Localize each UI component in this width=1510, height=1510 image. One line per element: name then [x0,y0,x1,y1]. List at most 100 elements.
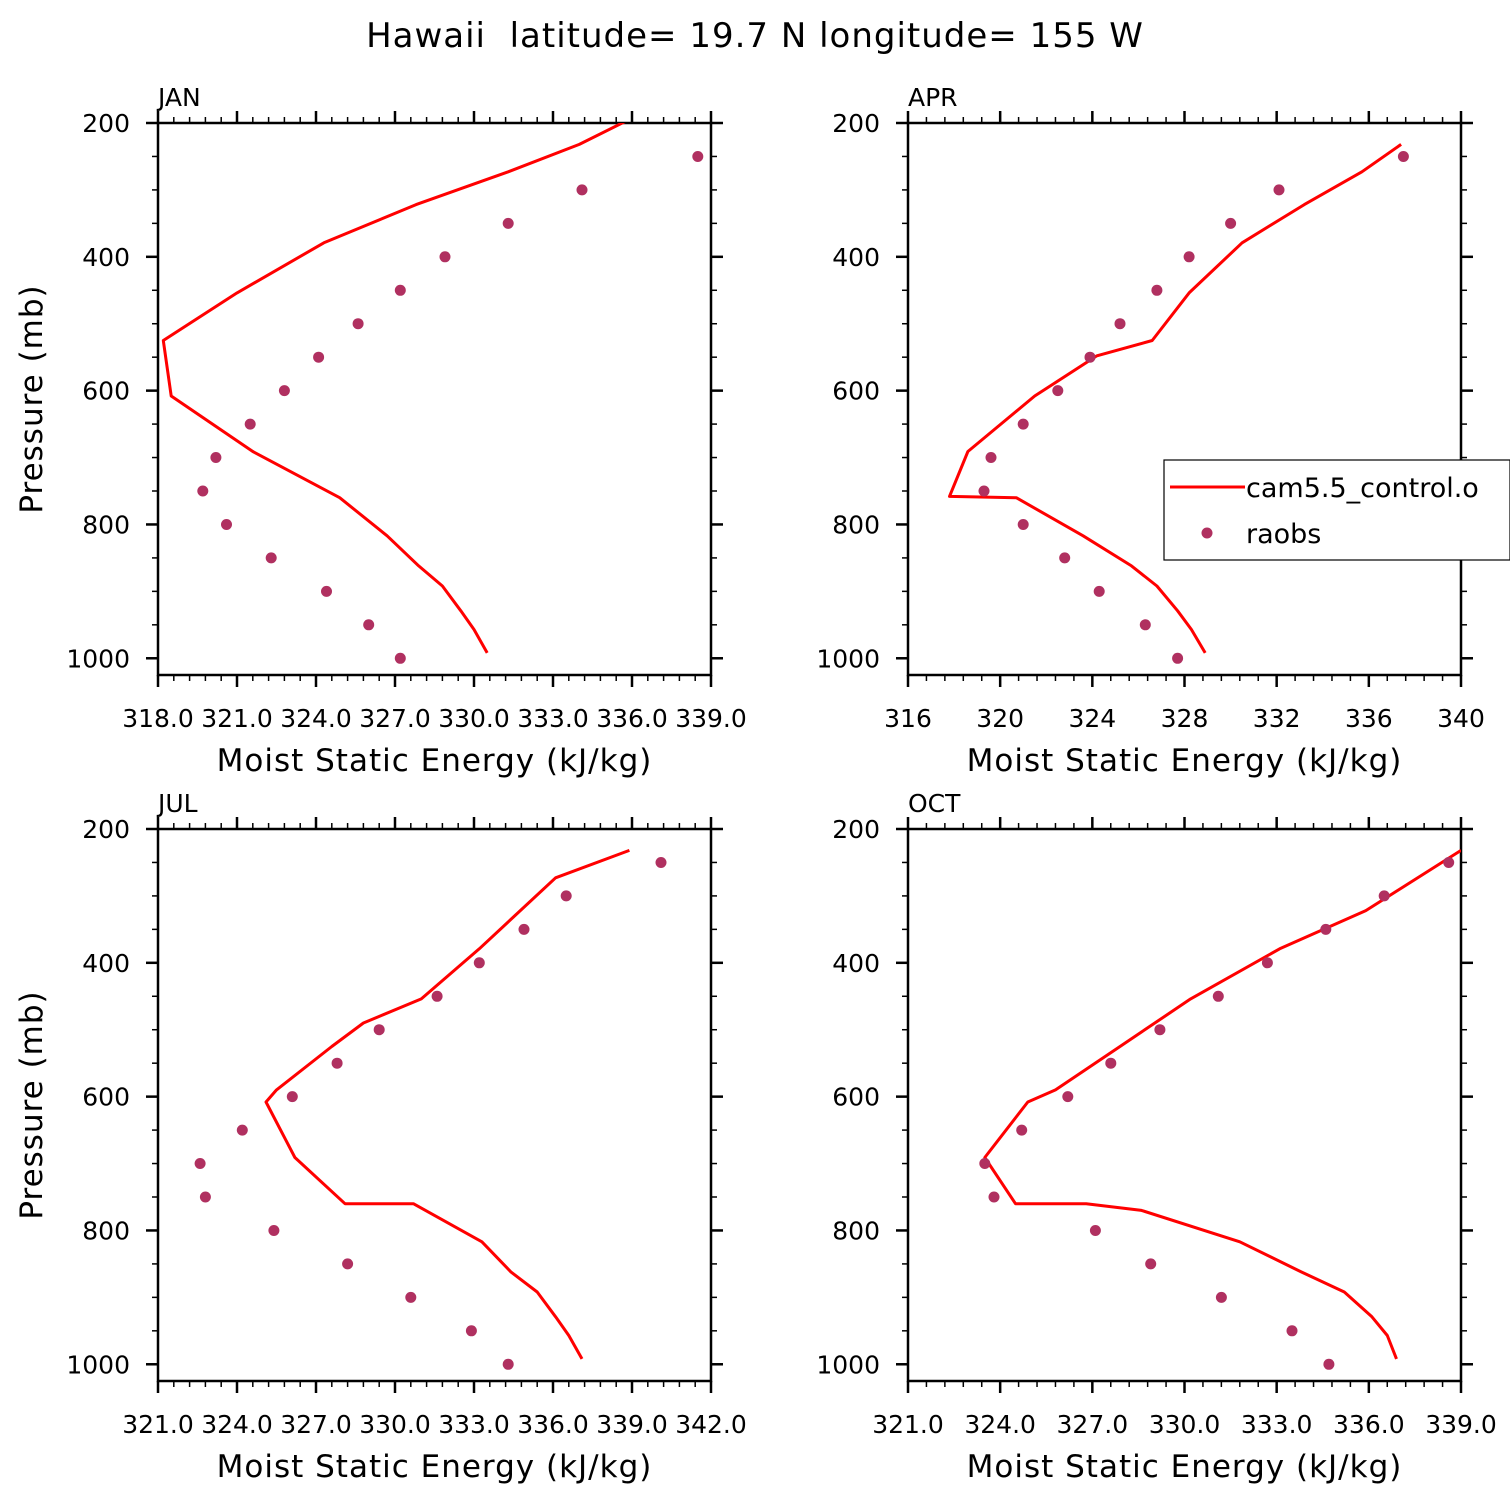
x-tick-label: 316 [884,704,932,733]
y-tick-label: 600 [832,377,880,406]
obs-point [199,1191,211,1203]
obs-point [1172,652,1184,664]
obs-point [394,284,406,296]
x-tick-label: 333.0 [517,704,589,733]
y-tick-label: 400 [82,949,130,978]
y-tick-label: 1000 [66,1350,130,1379]
y-tick-label: 1000 [66,644,130,673]
plot-frame [906,121,1463,677]
x-tick-label: 330.0 [1149,1410,1221,1439]
x-tick-label: 333.0 [438,1410,510,1439]
x-tick-label: 327.0 [359,704,431,733]
x-tick-label: 332 [1253,704,1301,733]
obs-point [265,552,277,564]
obs-point [1093,585,1105,597]
obs-point [405,1291,417,1303]
y-tick-label: 800 [832,1216,880,1245]
x-axis-label: Moist Static Energy (kJ/kg) [217,1449,653,1485]
obs-point [1059,552,1071,564]
x-tick-label: 321.0 [122,1410,194,1439]
model-line [161,123,626,654]
obs-point [1084,351,1096,363]
y-axis-label: Pressure (mb) [14,284,50,513]
y-tick-label: 200 [832,109,880,138]
x-tick-label: 321.0 [201,704,273,733]
y-tick-label: 400 [832,243,880,272]
obs-point [221,519,232,530]
obs-point [692,151,704,162]
x-tick-label: 339.0 [596,1410,668,1439]
obs-point [268,1225,280,1236]
x-axis-label: Moist Static Energy (kJ/kg) [967,743,1403,779]
obs-point [1154,1024,1166,1036]
obs-point [1320,923,1332,935]
x-axis-label: Moist Static Energy (kJ/kg) [217,743,653,779]
obs-point [286,1091,298,1103]
obs-point [473,957,485,969]
legend-obs-label: raobs [1246,519,1321,550]
panel-oct: 321.0 324.0 327.0 330.0 333.0 336.0 339.0 200 40… [816,789,1496,1485]
x-tick-label: 318.0 [122,704,194,733]
obs-point [1225,217,1237,229]
x-tick-label: 324.0 [964,1410,1036,1439]
y-tick-label: 400 [82,243,130,272]
obs-point [978,485,990,497]
x-tick-label: 327.0 [280,1410,352,1439]
y-tick-label: 800 [82,1216,130,1245]
plot-data [948,143,1409,664]
obs-point [342,1258,354,1270]
plot-data [194,848,667,1370]
y-tick-label: 600 [82,1083,130,1112]
legend: cam5.5_control.o raobs [1163,459,1510,561]
x-tick-label: 336.0 [517,1410,589,1439]
y-tick-label: 1000 [816,1350,880,1379]
x-tick-label: 328 [1161,704,1209,733]
x-tick-label: 321.0 [872,1410,944,1439]
x-tick-label: 327.0 [1057,1410,1129,1439]
plot-data [161,123,704,664]
obs-point [1323,1358,1335,1370]
obs-point [560,890,572,902]
obs-point [313,351,325,363]
obs-point [431,990,443,1002]
x-tick-label: 342.0 [675,1410,747,1439]
obs-point [236,1124,248,1136]
y-tick-label: 400 [832,949,880,978]
obs-point [1443,857,1455,868]
obs-point [502,217,514,229]
x-tick-label: 340 [1437,704,1485,733]
plot-frame [906,827,1463,1383]
obs-point [1397,151,1409,162]
x-axis-label: Moist Static Energy (kJ/kg) [967,1449,1403,1485]
panel-title: JAN [156,83,201,112]
obs-point [1215,1291,1227,1303]
obs-point [1052,385,1064,397]
plot-frame [156,827,713,1383]
obs-point [373,1024,385,1036]
obs-point [1105,1057,1117,1069]
obs-point [1089,1225,1101,1236]
obs-point [244,418,256,430]
obs-point [1273,184,1285,196]
x-tick-label: 336.0 [596,704,668,733]
panel-title: JUL [156,789,198,818]
x-tick-label: 339.0 [675,704,747,733]
obs-point [655,857,667,868]
x-tick-label: 336.0 [1333,1410,1405,1439]
x-tick-label: 336 [1345,704,1393,733]
y-tick-label: 600 [82,377,130,406]
x-tick-label: 320 [976,704,1024,733]
x-tick-label: 324.0 [280,704,352,733]
obs-point [1212,990,1224,1002]
plot-data [979,849,1461,1370]
panel-apr: 316 320 324 328 332 336 340 200 400 600 800 1000 APR… [816,83,1484,779]
legend-obs-marker [1201,527,1213,539]
obs-point [502,1358,514,1370]
y-tick-label: 800 [832,510,880,539]
x-tick-label: 330.0 [359,1410,431,1439]
obs-point [331,1057,343,1069]
x-tick-label: 339.0 [1425,1410,1497,1439]
obs-point [988,1191,1000,1203]
panel-jan: 318.0 321.0 324.0 327.0 330.0 333.0 336.0 339.0… [14,83,747,779]
